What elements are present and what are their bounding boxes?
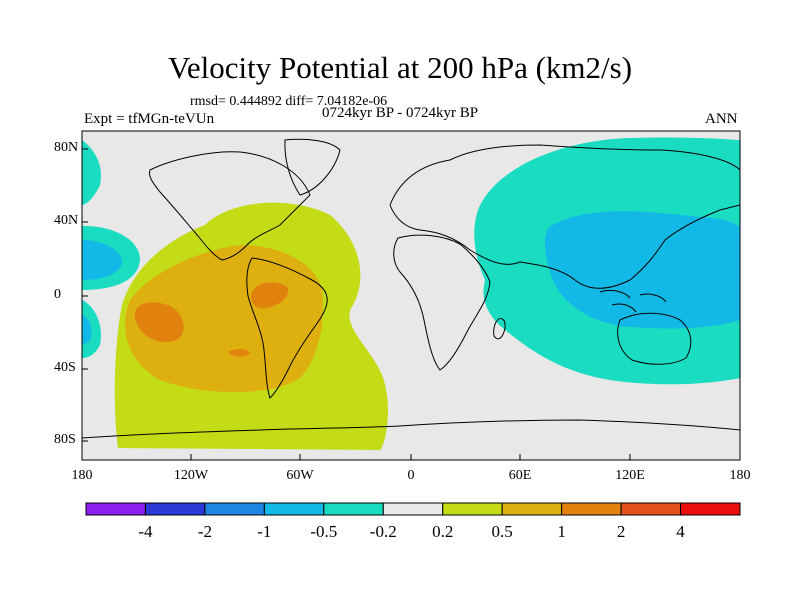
coast-south-america	[246, 257, 328, 399]
x-tick-label: 60W	[286, 468, 314, 483]
x-tick-label: 180	[71, 468, 93, 483]
colorbar	[85, 502, 741, 516]
colorbar-swatch	[620, 502, 682, 516]
coastlines	[82, 138, 740, 439]
x-tick-label: 180	[729, 468, 751, 483]
colorbar-label: -0.5	[310, 522, 338, 541]
contour-fill-cyan-pacific-west	[82, 140, 101, 205]
colorbar-swatch	[442, 502, 503, 516]
map-panel	[82, 131, 740, 460]
contour-fill-darkorange-amazon	[250, 282, 289, 309]
colorbar-label: 4	[676, 522, 685, 541]
contour-fill-orange	[125, 245, 324, 393]
y-tick-label: 40S	[54, 360, 76, 375]
colorbar-swatch	[561, 502, 622, 516]
y-tick-label: 80N	[54, 140, 79, 155]
colorbar-swatch	[85, 502, 146, 516]
x-tick-label: 120E	[615, 468, 645, 483]
x-tick-label: 0	[407, 468, 415, 483]
coast-maritime-continent	[599, 289, 667, 313]
colorbar-label: -4	[138, 522, 153, 541]
coast-australia	[617, 312, 692, 365]
contour-fill-blue-pacific-mid	[82, 240, 122, 280]
y-tick-label: 0	[54, 287, 61, 302]
stats-label: rmsd= 0.444892 diff= 7.04182e-06	[190, 94, 388, 109]
colorbar-swatch	[144, 502, 206, 516]
colorbar-label: -2	[197, 522, 212, 541]
coast-africa	[393, 234, 491, 371]
contour-fill-blue-pacific-south	[82, 315, 92, 344]
season-label: ANN	[705, 111, 738, 127]
y-tick-label: 40N	[54, 213, 79, 228]
coast-greenland	[284, 138, 341, 196]
colorbar-swatch	[204, 502, 265, 516]
contour-fill-cyan-pacific-south	[82, 300, 101, 358]
colorbar-swatch	[263, 502, 325, 516]
colorbar-label: 0.2	[432, 522, 454, 541]
coast-eurasia	[389, 144, 740, 289]
experiment-label: Expt = tfMGn-teVUn	[84, 111, 215, 127]
contour-fill-darkorange-small	[228, 349, 250, 357]
x-tick-label: 60E	[508, 468, 532, 483]
colorbar-swatch	[680, 502, 741, 516]
colorbar-label: -1	[257, 522, 272, 541]
coast-north-america	[149, 151, 311, 261]
colorbar-label: 0.5	[491, 522, 513, 541]
x-tick-label: 120W	[173, 468, 209, 483]
colorbar-label: -0.2	[369, 522, 397, 541]
colorbar-swatch	[382, 502, 444, 516]
coast-madagascar	[493, 318, 506, 340]
colorbar-swatch	[323, 502, 384, 516]
colorbar-label: 1	[557, 522, 566, 541]
contour-fill-blue-asia	[545, 211, 740, 329]
contour-fill-darkorange-pacific	[134, 302, 184, 342]
map-title: Velocity Potential at 200 hPa (km2/s)	[167, 50, 633, 85]
period-label: 0724kyr BP - 0724kyr BP	[322, 105, 479, 121]
coast-antarctica	[82, 419, 740, 439]
colorbar-label: 2	[616, 522, 626, 541]
colorbar-swatch	[501, 502, 563, 516]
axis-tick-marks	[81, 148, 741, 460]
y-tick-label: 80S	[54, 432, 76, 447]
